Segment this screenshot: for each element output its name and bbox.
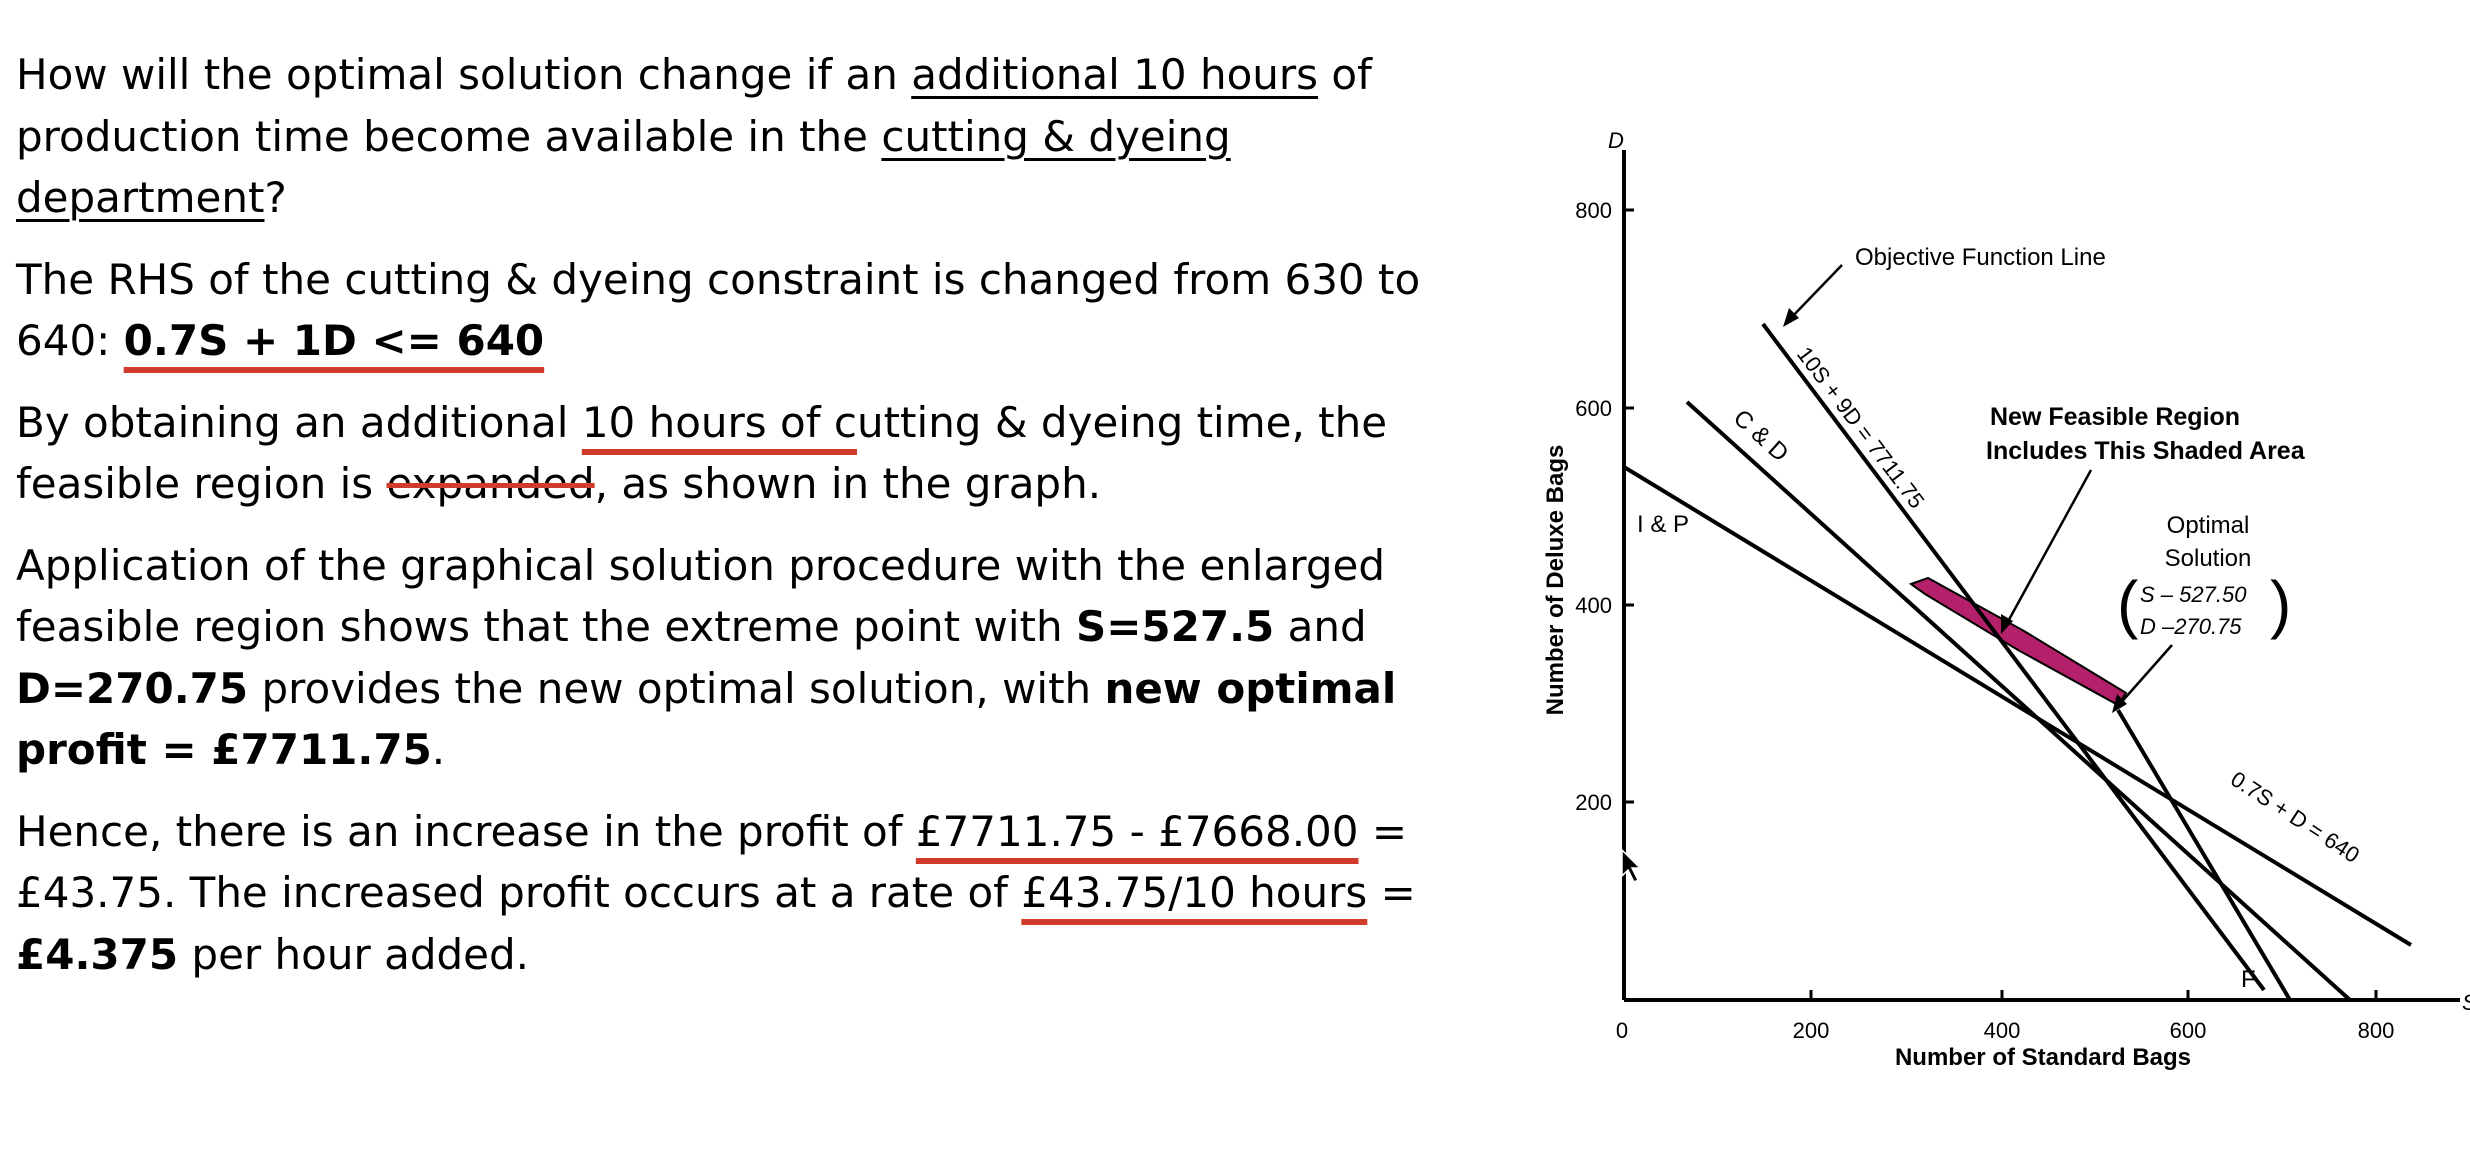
text-run: 640: bbox=[16, 316, 124, 365]
text-run: provides the new optimal solution, with bbox=[248, 663, 1105, 713]
objective-callout-arrow bbox=[1788, 264, 1843, 321]
cd-constraint-line bbox=[1685, 400, 2352, 1002]
y-tick-label: 400 bbox=[1575, 593, 1612, 618]
underlined-text: additional 10 hours bbox=[911, 50, 1319, 99]
y-axis-title: Number of Deluxe Bags bbox=[1542, 445, 1569, 716]
bold-text: £4.375 bbox=[16, 929, 179, 979]
optimal-callout-arrowhead bbox=[2112, 694, 2127, 713]
cd-label: C & D bbox=[1728, 404, 1794, 467]
x-axis-title: Number of Standard Bags bbox=[1895, 1044, 2191, 1071]
optimal-solution-label: Optimal bbox=[2167, 512, 2250, 539]
y-ticks bbox=[1624, 208, 1634, 804]
new-constraint-text: 0.7S + 1D <= 640 bbox=[123, 316, 545, 365]
text-run: , as shown in the graph. bbox=[594, 459, 1102, 508]
text-run: How will the optimal solution change if … bbox=[16, 50, 912, 99]
mouse-cursor-icon bbox=[1621, 848, 1642, 884]
underlined-text: department bbox=[16, 173, 265, 222]
question-paragraph: How will the optimal solution change if … bbox=[16, 44, 1436, 229]
x-tick-label: 200 bbox=[1793, 1018, 1830, 1043]
optimal-solution-paragraph: Application of the graphical solution pr… bbox=[16, 535, 1436, 781]
x-axis-variable: S bbox=[2462, 990, 2470, 1015]
text-line: The RHS of the cutting & dyeing constrai… bbox=[16, 254, 1421, 304]
feasible-region-paragraph: By obtaining an additional 10 hours of c… bbox=[16, 392, 1436, 515]
red-underlined-text: £7711.75 - £7668.00 bbox=[915, 806, 1359, 856]
text-run: £43.75. The increased profit occurs at a… bbox=[16, 868, 1022, 917]
f-constraint-line bbox=[2116, 708, 2292, 1002]
x-ticks bbox=[1809, 990, 2378, 1000]
y-tick-label: 200 bbox=[1575, 790, 1612, 815]
text-run: of bbox=[1318, 50, 1372, 99]
rhs-change-paragraph: The RHS of the cutting & dyeing constrai… bbox=[16, 249, 1436, 372]
bold-text: S=527.5 bbox=[1075, 602, 1275, 651]
new-feasible-region-callout: Includes This Shaded Area bbox=[1986, 437, 2306, 465]
new-feasible-region-callout: New Feasible Region bbox=[1990, 403, 2240, 431]
text-line: Application of the graphical solution pr… bbox=[16, 540, 1385, 590]
profit-increase-paragraph: Hence, there is an increase in the profi… bbox=[16, 801, 1436, 986]
objective-function-callout: Objective Function Line bbox=[1855, 244, 2106, 271]
optimal-solution-label: Solution bbox=[2165, 545, 2252, 572]
objective-equation-label: 10S + 9D = 7711.75 bbox=[1792, 342, 1930, 513]
text-run: and bbox=[1274, 602, 1367, 651]
ip-constraint-line bbox=[1622, 465, 2413, 947]
bold-text: new optimal bbox=[1104, 663, 1397, 713]
optimal-bracket-right: ) bbox=[2270, 568, 2291, 640]
red-underlined-text: 10 hours of c bbox=[581, 397, 857, 447]
text-run: = bbox=[1358, 806, 1408, 856]
objective-callout-arrowhead bbox=[1783, 308, 1799, 327]
y-tick-label: 800 bbox=[1575, 198, 1612, 223]
region-callout-arrowhead bbox=[2001, 614, 2013, 634]
red-struck-text: expanded bbox=[386, 459, 595, 508]
x-tick-label: 800 bbox=[2358, 1018, 2395, 1043]
red-underlined-text: £43.75/10 hours bbox=[1021, 868, 1368, 917]
text-run: = bbox=[1367, 868, 1416, 917]
bold-text: D=270.75 bbox=[16, 663, 249, 713]
text-run: feasible region is bbox=[16, 459, 387, 508]
text-run: per hour added. bbox=[178, 929, 530, 979]
text-run: feasible region shows that the extreme p… bbox=[16, 602, 1076, 651]
optimal-d-value: D –270.75 bbox=[2140, 614, 2242, 639]
feasible-region-graph: D S 800 600 400 200 0 200 400 600 800 Nu… bbox=[1542, 128, 2470, 1071]
cd-equation-label: 0.7S + D = 640 bbox=[2226, 766, 2364, 868]
text-run: production time become available in the bbox=[16, 111, 882, 161]
f-label: F bbox=[2241, 966, 2256, 993]
optimal-s-value: S – 527.50 bbox=[2140, 582, 2247, 607]
text-run: ? bbox=[264, 173, 287, 222]
ip-label: I & P bbox=[1637, 511, 1689, 538]
explanation-text: How will the optimal solution change if … bbox=[16, 44, 1436, 1005]
text-run: By obtaining an additional bbox=[16, 397, 582, 447]
text-run: . bbox=[431, 725, 446, 774]
x-tick-label: 0 bbox=[1616, 1018, 1628, 1043]
y-axis-variable: D bbox=[1608, 128, 1624, 153]
new-feasible-region-shading bbox=[1908, 576, 2128, 707]
bold-text: profit = £7711.75 bbox=[16, 725, 432, 774]
objective-function-line bbox=[1761, 322, 2266, 992]
text-run: Hence, there is an increase in the profi… bbox=[16, 806, 916, 856]
text-run: utting & dyeing time, the bbox=[856, 397, 1388, 447]
y-tick-label: 600 bbox=[1575, 396, 1612, 421]
optimal-callout-arrow bbox=[2117, 644, 2173, 707]
region-callout-arrow bbox=[2003, 469, 2093, 628]
underlined-text: cutting & dyeing bbox=[881, 111, 1231, 161]
x-tick-label: 400 bbox=[1984, 1018, 2021, 1043]
x-tick-label: 600 bbox=[2170, 1018, 2207, 1043]
optimal-bracket-left: ( bbox=[2117, 568, 2138, 640]
